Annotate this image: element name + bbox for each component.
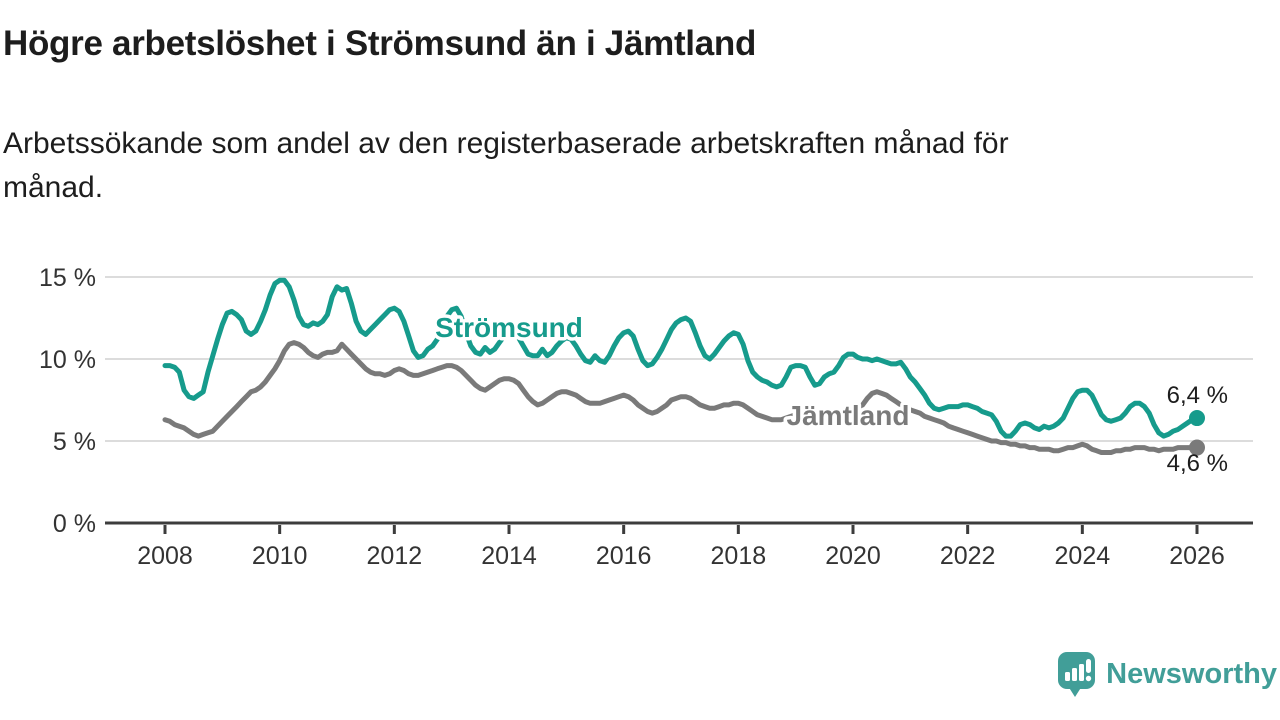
- x-tick-label-2022: 2022: [940, 542, 996, 570]
- series-line-stromsund: [162, 277, 1200, 439]
- newsworthy-logo: Newsworthy: [1057, 648, 1277, 700]
- end-dot-jamtland: [1189, 439, 1205, 456]
- x-tick-label-2020: 2020: [825, 542, 881, 570]
- y-tick-label-5: 5 %: [53, 428, 96, 456]
- x-tick-label-2026: 2026: [1169, 542, 1225, 570]
- x-tick-label-2010: 2010: [252, 542, 308, 570]
- x-axis: [105, 521, 1253, 534]
- gridlines: [105, 276, 1253, 442]
- x-tick-label-2014: 2014: [481, 542, 537, 570]
- end-value-label-stromsund: 6,4 %: [1167, 382, 1228, 409]
- x-axis-tick-labels: 2008 2010 2012 2014 2016 2018 2020 2022 2024 2026: [137, 542, 1225, 570]
- y-tick-label-10: 10 %: [39, 346, 96, 374]
- series-lines: [162, 277, 1205, 456]
- series-line-jamtland: [162, 340, 1200, 455]
- newsworthy-logo-icon: [1058, 652, 1096, 697]
- newsworthy-logo-text: Newsworthy: [1106, 657, 1277, 690]
- end-dot-stromsund: [1189, 410, 1205, 427]
- series-label-jamtland: Jämtland: [787, 400, 910, 431]
- y-tick-label-15: 15 %: [39, 264, 96, 292]
- chart-subtitle: Arbetssökande som andel av den registerb…: [3, 127, 1009, 204]
- series-label-stromsund: Strömsund: [435, 312, 583, 343]
- x-tick-label-2012: 2012: [367, 542, 423, 570]
- x-tick-label-2008: 2008: [137, 542, 193, 570]
- x-tick-label-2024: 2024: [1055, 542, 1111, 570]
- x-tick-label-2016: 2016: [596, 542, 652, 570]
- end-value-label-jamtland: 4,6 %: [1167, 450, 1228, 477]
- chart-title: Högre arbetslöshet i Strömsund än i Jämt…: [3, 24, 757, 63]
- y-tick-label-0: 0 %: [53, 510, 96, 538]
- x-tick-label-2018: 2018: [711, 542, 767, 570]
- y-axis-tick-labels: 0 % 5 % 10 % 15 %: [39, 264, 96, 538]
